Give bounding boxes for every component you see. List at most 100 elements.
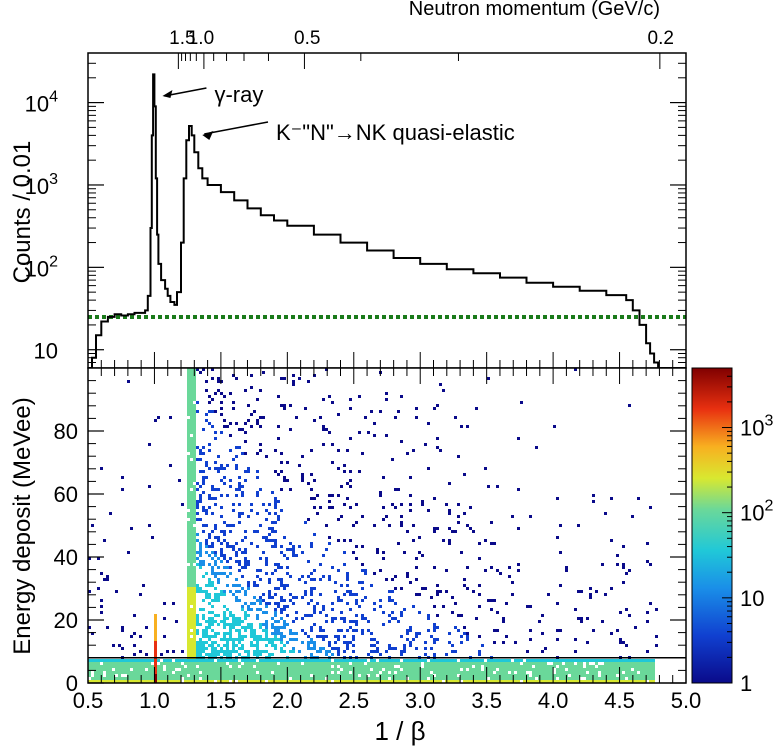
heatmap-cell xyxy=(376,647,379,650)
heatmap-cell xyxy=(256,545,259,548)
heatmap-cell xyxy=(346,641,349,644)
heatmap-cell xyxy=(382,476,385,479)
heatmap-cell xyxy=(436,680,439,683)
heatmap-cell xyxy=(226,674,229,677)
heatmap-cell xyxy=(196,533,199,536)
heatmap-cell xyxy=(241,677,244,680)
heatmap-cell xyxy=(160,677,163,680)
heatmap-cell xyxy=(115,590,118,593)
heatmap-cell xyxy=(286,623,289,626)
heatmap-cell xyxy=(412,668,415,671)
heatmap-cell xyxy=(190,650,193,653)
heatmap-cell xyxy=(94,671,97,674)
heatmap-cell xyxy=(574,680,577,683)
heatmap-cell xyxy=(259,671,262,674)
heatmap-cell xyxy=(364,680,367,683)
heatmap-cell xyxy=(490,566,493,569)
heatmap-cell xyxy=(244,617,247,620)
heatmap-cell xyxy=(319,611,322,614)
heatmap-cell xyxy=(502,662,505,665)
heatmap-cell xyxy=(199,590,202,593)
heatmap-cell xyxy=(211,572,214,575)
heatmap-cell xyxy=(199,500,202,503)
heatmap-cell xyxy=(208,545,211,548)
heatmap-cell xyxy=(385,671,388,674)
heatmap-cell xyxy=(280,452,283,455)
heatmap-cell xyxy=(622,665,625,668)
heatmap-cell xyxy=(220,413,223,416)
heatmap-cell xyxy=(214,677,217,680)
heatmap-cell xyxy=(91,662,94,665)
heatmap-cell xyxy=(256,491,259,494)
heatmap-cell xyxy=(199,623,202,626)
heatmap-cell xyxy=(577,674,580,677)
heatmap-cell xyxy=(256,644,259,647)
heatmap-cell xyxy=(340,674,343,677)
heatmap-cell xyxy=(265,674,268,677)
heatmap-cell xyxy=(226,632,229,635)
heatmap-cell xyxy=(91,659,94,662)
heatmap-cell xyxy=(577,677,580,680)
heatmap-cell xyxy=(193,629,196,632)
heatmap-cell xyxy=(211,611,214,614)
heatmap-cell xyxy=(193,644,196,647)
heatmap-cell xyxy=(190,593,193,596)
heatmap-cell xyxy=(322,674,325,677)
heatmap-cell xyxy=(400,521,403,524)
heatmap-cell xyxy=(370,632,373,635)
heatmap-cell xyxy=(370,644,373,647)
heatmap-cell xyxy=(520,401,523,404)
heatmap-cell xyxy=(406,665,409,668)
heatmap-cell xyxy=(487,377,490,380)
heatmap-cell xyxy=(268,539,271,542)
heatmap-cell xyxy=(538,665,541,668)
heatmap-cell xyxy=(610,659,613,662)
heatmap-cell xyxy=(229,524,232,527)
heatmap-cell xyxy=(622,659,625,662)
heatmap-cell xyxy=(208,536,211,539)
heatmap-cell xyxy=(133,653,136,656)
heatmap-cell xyxy=(409,674,412,677)
heatmap-cell xyxy=(616,668,619,671)
heatmap-cell xyxy=(298,578,301,581)
heatmap-cell xyxy=(220,590,223,593)
heatmap-cell xyxy=(235,623,238,626)
heatmap-cell xyxy=(250,602,253,605)
heatmap-cell xyxy=(127,662,130,665)
heatmap-cell xyxy=(295,680,298,683)
heatmap-cell xyxy=(424,668,427,671)
heatmap-cell xyxy=(220,542,223,545)
heatmap-cell xyxy=(295,611,298,614)
heatmap-cell xyxy=(223,677,226,680)
heatmap-cell xyxy=(376,677,379,680)
heatmap-cell xyxy=(310,626,313,629)
heatmap-cell xyxy=(544,662,547,665)
heatmap-cell xyxy=(208,677,211,680)
heatmap-cell xyxy=(199,587,202,590)
gamma-arrow xyxy=(164,87,207,97)
heatmap-cell xyxy=(211,659,214,662)
heatmap-cell xyxy=(394,587,397,590)
heatmap-cell xyxy=(310,677,313,680)
heatmap-cell xyxy=(382,659,385,662)
heatmap-cell xyxy=(403,644,406,647)
heatmap-cell xyxy=(307,518,310,521)
heatmap-cell xyxy=(208,611,211,614)
heatmap-cell xyxy=(334,662,337,665)
heatmap-cell xyxy=(451,659,454,662)
heatmap-cell xyxy=(328,641,331,644)
heatmap-cell xyxy=(250,635,253,638)
heatmap-cell xyxy=(511,593,514,596)
heatmap-cell xyxy=(391,590,394,593)
heatmap-cell xyxy=(649,602,652,605)
heatmap-cell xyxy=(574,368,577,371)
y-tick-base: 10 xyxy=(25,174,49,199)
heatmap-cell xyxy=(544,647,547,650)
heatmap-cell xyxy=(187,374,190,377)
heatmap-cell xyxy=(544,671,547,674)
heatmap-cell xyxy=(388,674,391,677)
heatmap-cell xyxy=(190,473,193,476)
heatmap-cell xyxy=(259,662,262,665)
heatmap-cell xyxy=(475,671,478,674)
heatmap-cell xyxy=(436,590,439,593)
